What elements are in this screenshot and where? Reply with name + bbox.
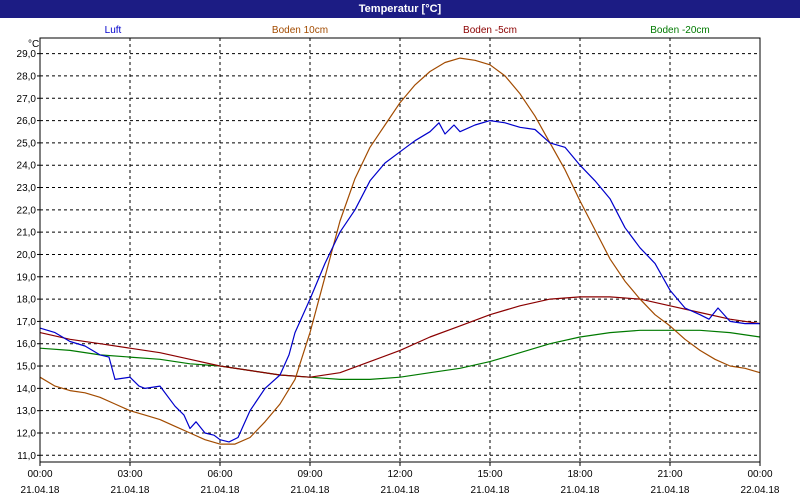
y-tick-label: 29,0 [17,49,37,60]
legend-entry-luft: Luft [104,25,122,36]
x-tick-time-label: 12:00 [387,469,412,480]
series-lines [39,57,761,445]
series-line-luft [39,119,760,443]
x-tick-time-label: 15:00 [477,469,502,480]
y-tick-label: 26,0 [17,116,37,127]
x-tick-date-label: 21.04.18 [201,485,240,496]
y-tick-label: 17,0 [17,317,37,328]
y-tick-label: 18,0 [17,295,37,306]
x-tick-date-label: 21.04.18 [111,485,150,496]
x-tick-time-label: 06:00 [207,469,232,480]
grid-lines [40,38,760,462]
x-tick-date-label: 21.04.18 [381,485,420,496]
y-tick-label: 14,0 [17,384,37,395]
x-tick-time-label: 00:00 [27,469,52,480]
y-tick-label: 16,0 [17,339,37,350]
x-tick-time-label: 21:00 [657,469,682,480]
legend: Luft Boden 10cm Boden -5cm Boden -20cm [0,25,800,39]
x-tick-date-label: 21.04.18 [561,485,600,496]
y-tick-label: 25,0 [17,138,37,149]
plot-frame [39,37,761,463]
y-tick-label: 13,0 [17,406,37,417]
y-tick-label: 12,0 [17,428,37,439]
y-tick-label: 22,0 [17,205,37,216]
x-tick-time-label: 18:00 [567,469,592,480]
x-tick-date-label: 21.04.18 [651,485,690,496]
y-tick-label: 11,0 [17,451,36,462]
x-tick-time-label: 03:00 [117,469,142,480]
x-tick-date-label: 22.04.18 [741,485,780,496]
y-tick-label: 19,0 [17,272,37,283]
series-line-boden-10cm [39,57,761,445]
x-tick-date-label: 21.04.18 [471,485,510,496]
y-axis-unit: °C [28,39,39,50]
series-line-boden-20cm [39,329,761,380]
x-tick-time-label: 09:00 [297,469,322,480]
x-tick-date-label: 21.04.18 [291,485,330,496]
y-tick-label: 28,0 [17,71,37,82]
y-tick-label: 20,0 [17,250,37,261]
x-tick-date-label: 21.04.18 [21,485,60,496]
y-tick-label: 24,0 [17,161,37,172]
chart-title: Temperatur [°C] [0,0,800,18]
y-tick-label: 15,0 [17,362,37,373]
legend-entry-boden-minus-5cm: Boden -5cm [463,25,517,36]
x-axis-ticks: 00:00 21.04.18 03:00 21.04.18 06:00 21.04.18 0… [21,462,780,496]
y-tick-label: 21,0 [17,228,37,239]
y-tick-label: 23,0 [17,183,37,194]
legend-entry-boden-minus-20cm: Boden -20cm [650,25,710,36]
y-tick-label: 27,0 [17,94,37,105]
y-axis-ticks: 11,0 12,0 13,0 14,0 15,0 16,0 17,0 18,0 19,0 20,0… [17,49,40,462]
legend-entry-boden-10cm: Boden 10cm [271,25,329,36]
x-tick-time-label: 00:00 [747,469,772,480]
